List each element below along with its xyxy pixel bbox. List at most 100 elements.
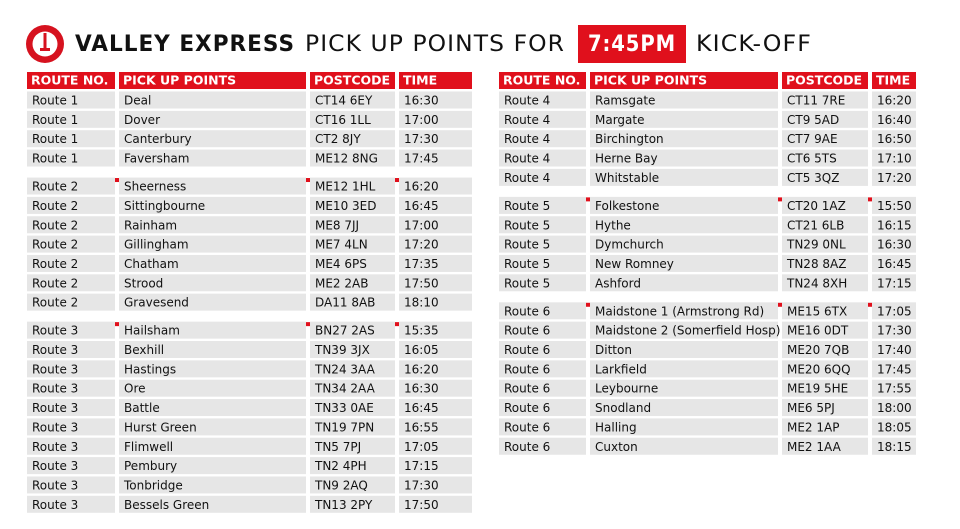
title-suffix: KICK-OFF xyxy=(696,32,812,57)
row-cell xyxy=(782,149,868,167)
row-cell xyxy=(27,341,115,358)
cell-text: 18:10 xyxy=(404,296,439,310)
header-label: PICK UP POINTS xyxy=(594,73,707,88)
row-cell xyxy=(872,149,916,167)
row-cell xyxy=(27,476,115,494)
cell-text: ME4 6PS xyxy=(315,257,367,271)
cell-text: Route 6 xyxy=(504,324,550,338)
cell-text: 18:15 xyxy=(877,440,912,454)
cell-text: ME19 5HE xyxy=(787,382,848,396)
row-cell xyxy=(782,437,868,455)
cell-text: 16:20 xyxy=(877,94,912,108)
cell-text: Faversham xyxy=(124,152,189,166)
cell-text: TN9 2AQ xyxy=(314,478,368,492)
cell-text: Route 3 xyxy=(32,478,78,492)
row-cell xyxy=(310,341,395,358)
cell-text: Cuxton xyxy=(595,440,638,454)
cell-text: Ramsgate xyxy=(595,94,655,108)
cell-text: Route 6 xyxy=(504,382,550,396)
cell-text: TN13 2PY xyxy=(314,498,373,512)
row-cell xyxy=(590,302,778,320)
cell-text: BN27 2AS xyxy=(315,324,375,338)
cell-text: Route 6 xyxy=(504,343,550,357)
cell-text: 17:15 xyxy=(877,276,912,290)
cell-text: 16:45 xyxy=(877,257,912,271)
cell-text: 17:45 xyxy=(404,152,439,166)
row-cell xyxy=(499,130,586,148)
cell-text: Tonbridge xyxy=(123,478,183,492)
row-cell xyxy=(399,274,472,292)
row-cell xyxy=(399,399,472,417)
row-cell xyxy=(310,321,395,339)
row-cell xyxy=(399,91,472,109)
row-cell xyxy=(310,177,395,195)
cell-text: CT14 6EY xyxy=(315,94,373,108)
row-cell xyxy=(27,254,115,272)
row-cell xyxy=(499,196,586,214)
row-cell xyxy=(590,254,778,272)
row-cell xyxy=(310,418,395,436)
row-cell xyxy=(119,418,306,436)
cell-text: Larkfield xyxy=(595,362,647,376)
cell-text: 17:40 xyxy=(877,343,912,357)
row-cell xyxy=(590,235,778,253)
row-cell xyxy=(782,216,868,234)
cell-text: Maidstone 2 (Somerfield Hosp) xyxy=(595,324,780,338)
row-cell xyxy=(399,437,472,455)
row-cell xyxy=(399,149,472,167)
row-cell xyxy=(782,360,868,378)
cell-text: 17:30 xyxy=(404,478,439,492)
row-cell xyxy=(590,399,778,417)
row-cell xyxy=(872,130,916,148)
header-cell xyxy=(590,72,778,89)
cell-text: Ditton xyxy=(595,343,632,357)
row-cell xyxy=(310,216,395,234)
row-cell xyxy=(27,437,115,455)
cell-text: Sittingbourne xyxy=(124,199,205,213)
row-cell xyxy=(27,321,115,339)
row-cell xyxy=(310,360,395,378)
cell-text: Route 1 xyxy=(32,113,78,127)
row-cell xyxy=(399,476,472,494)
row-cell xyxy=(119,274,306,292)
cell-text: ME12 8NG xyxy=(315,152,378,166)
cell-text: Route 4 xyxy=(504,171,550,185)
cell-text: Route 6 xyxy=(504,420,550,434)
cell-text: ME2 1AA xyxy=(787,440,842,454)
row-cell xyxy=(27,457,115,475)
row-cell xyxy=(310,457,395,475)
cell-text: CT6 5TS xyxy=(787,152,837,166)
cell-text: Route 2 xyxy=(32,257,78,271)
row-cell xyxy=(399,177,472,195)
cell-text: Dover xyxy=(124,113,160,127)
header-label: ROUTE NO. xyxy=(503,73,580,88)
cell-text: TN33 0AE xyxy=(314,401,374,415)
cell-text: 16:55 xyxy=(404,420,439,434)
row-cell xyxy=(310,235,395,253)
cell-text: ME12 1HL xyxy=(315,180,376,194)
row-cell xyxy=(872,168,916,186)
cell-text: Route 5 xyxy=(504,238,550,252)
cell-text: Route 4 xyxy=(504,113,550,127)
cell-text: CT16 1LL xyxy=(315,113,371,127)
row-cell xyxy=(27,177,115,195)
row-cell xyxy=(872,196,916,214)
row-cell xyxy=(499,110,586,128)
cell-text: ME20 6QQ xyxy=(787,362,851,376)
row-cell xyxy=(872,235,916,253)
row-cell xyxy=(119,130,306,148)
row-cell xyxy=(782,302,868,320)
cell-text: Hastings xyxy=(124,362,176,376)
row-cell xyxy=(399,235,472,253)
cell-text: Route 2 xyxy=(32,218,78,232)
cell-text: Battle xyxy=(124,401,160,415)
cell-text: Whitstable xyxy=(595,171,659,185)
row-cell xyxy=(499,360,586,378)
cell-text: ME7 4LN xyxy=(315,238,368,252)
header-cell xyxy=(119,72,306,89)
row-cell xyxy=(499,274,586,292)
row-cell xyxy=(399,418,472,436)
row-cell xyxy=(27,360,115,378)
